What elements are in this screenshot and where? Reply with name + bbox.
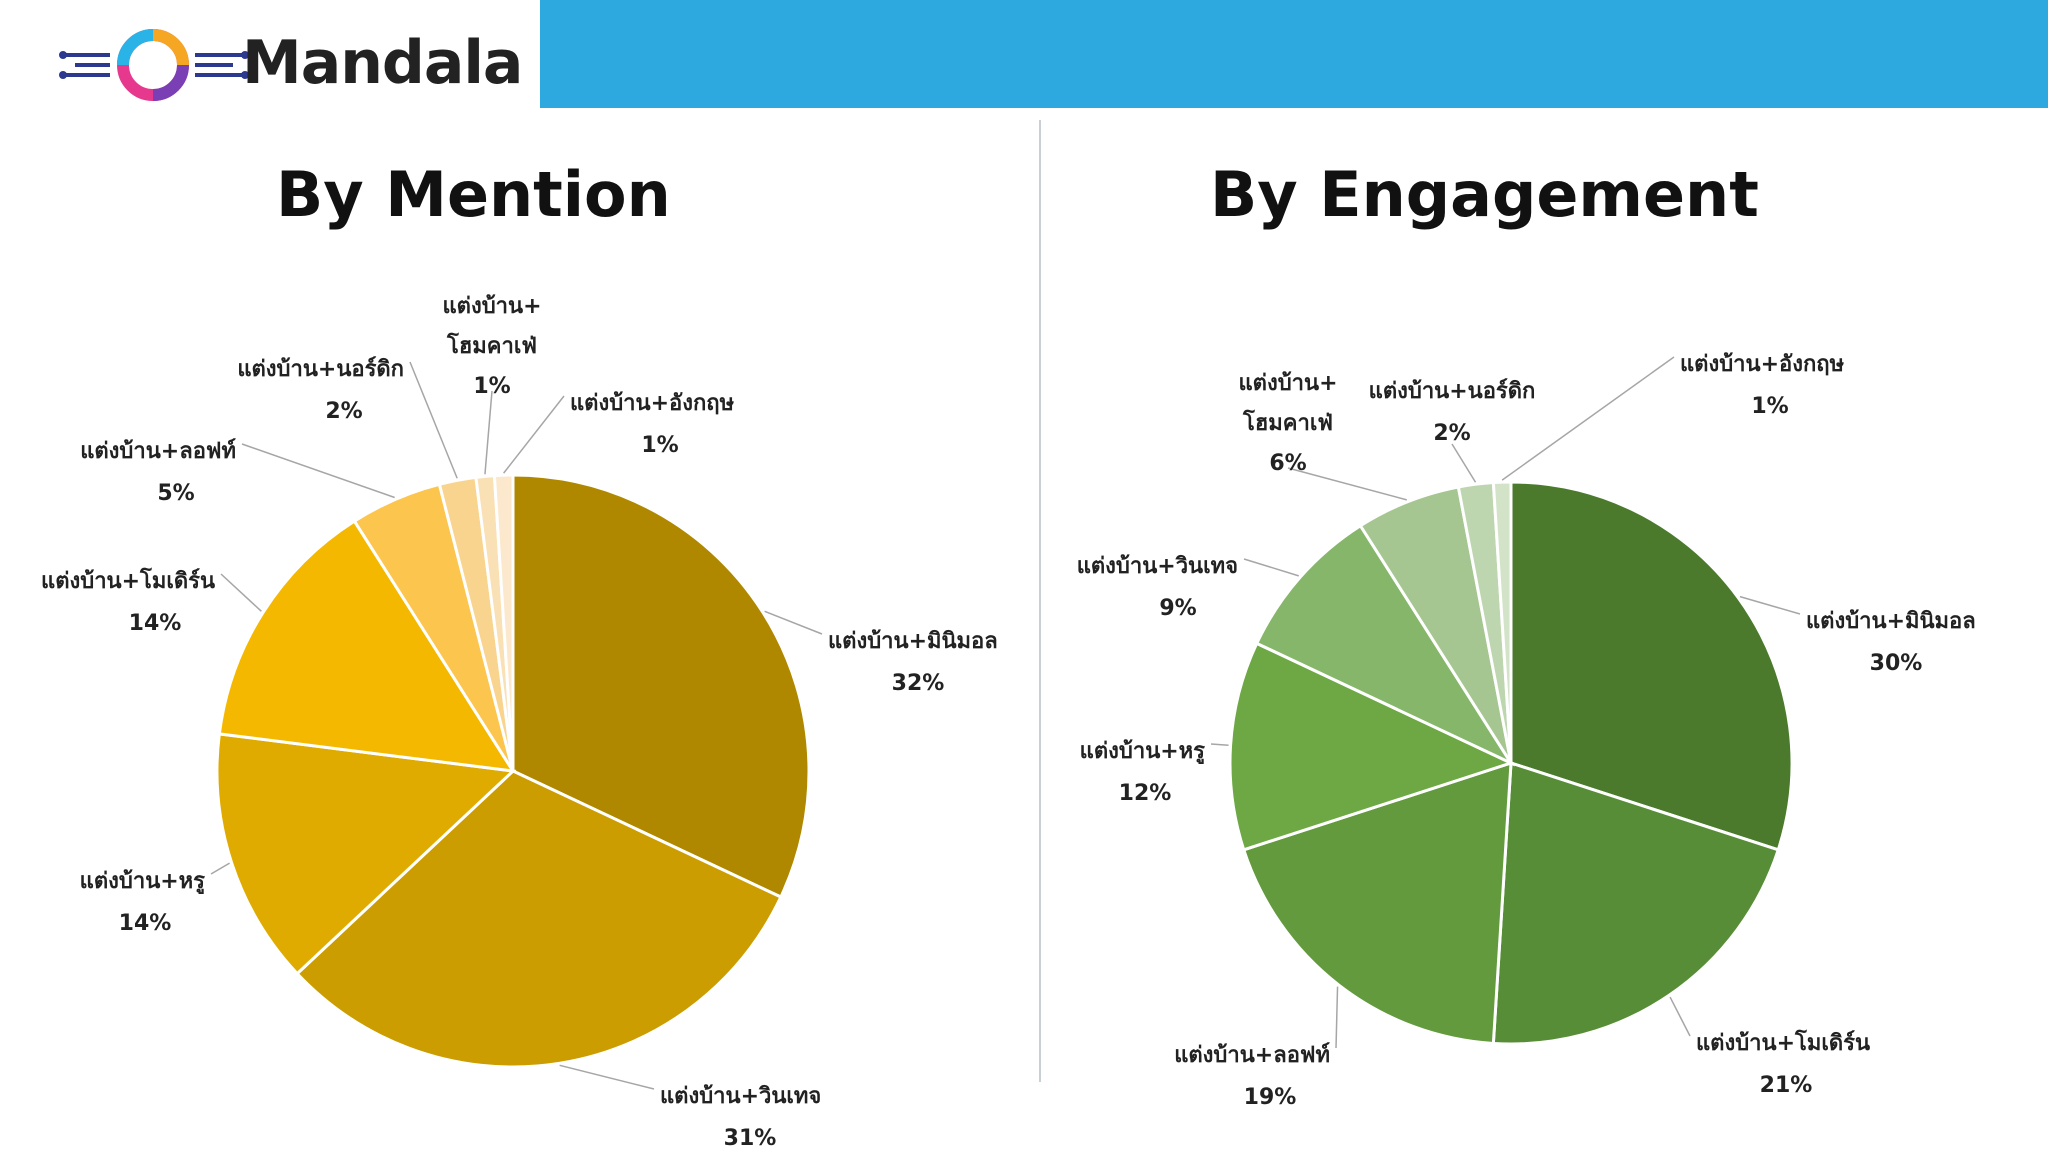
leader-line bbox=[241, 443, 395, 499]
leader-line bbox=[764, 610, 823, 635]
slice-label: แต่งบ้าน+มินิมอล 32% bbox=[828, 629, 998, 696]
leader-line bbox=[210, 862, 230, 875]
slice-label: แต่งบ้าน+วินเทจ 9% bbox=[1077, 554, 1238, 621]
pie-slice bbox=[295, 769, 783, 1069]
logo-area: Mandala bbox=[0, 0, 540, 108]
slice-label: แต่งบ้าน+อังกฤษ 1% bbox=[1680, 352, 1845, 419]
leader-line bbox=[1335, 986, 1339, 1049]
slice-label: แต่งบ้าน+หรู 12% bbox=[1080, 739, 1206, 806]
leader-line bbox=[503, 395, 565, 474]
leader-line bbox=[1501, 356, 1675, 481]
leader-line bbox=[1243, 558, 1299, 577]
slice-label: แต่งบ้าน+นอร์ดิก 2% bbox=[237, 356, 404, 424]
pie-slice bbox=[492, 473, 515, 772]
pie-slice bbox=[1509, 480, 1794, 852]
pie-slice bbox=[1491, 760, 1781, 1046]
pie-slice bbox=[215, 732, 517, 976]
pie-slice bbox=[1228, 641, 1516, 852]
mandala-logo-icon bbox=[59, 29, 249, 101]
pie-slice bbox=[217, 519, 516, 773]
leader-line bbox=[220, 573, 262, 612]
slice-label: แต่งบ้าน+โมเดิร์น 14% bbox=[41, 567, 215, 636]
divider bbox=[1039, 120, 1041, 1082]
leader-line bbox=[559, 1064, 655, 1090]
slice-label: แต่งบ้าน+วินเทจ 31% bbox=[660, 1084, 821, 1151]
brand-name: Mandala bbox=[242, 28, 523, 98]
leader-line bbox=[1739, 595, 1801, 615]
slice-label: แต่งบ้าน+นอร์ดิก 2% bbox=[1369, 378, 1536, 446]
leader-line bbox=[1451, 443, 1477, 483]
slice-label: แต่งบ้าน+ลอฟท์ 19% bbox=[1174, 1042, 1330, 1110]
slice-label: แต่งบ้าน+ลอฟท์ 5% bbox=[80, 438, 236, 506]
slice-label: แต่งบ้าน+โฮมคาเฟ่ 1% bbox=[443, 294, 542, 399]
pie-slice bbox=[1241, 760, 1513, 1046]
leader-line bbox=[1287, 467, 1408, 501]
pie-slice bbox=[511, 473, 811, 900]
slice-label: แต่งบ้าน+โฮมคาเฟ่ 6% bbox=[1239, 371, 1338, 476]
pie-slice bbox=[1491, 480, 1513, 764]
leader-line bbox=[409, 361, 458, 479]
leader-line bbox=[484, 390, 493, 475]
leader-line bbox=[1669, 996, 1691, 1037]
header-bar bbox=[540, 0, 2048, 108]
slice-label: แต่งบ้าน+มินิมอล 30% bbox=[1806, 609, 1976, 676]
slice-label: แต่งบ้าน+หรู 14% bbox=[80, 869, 206, 936]
chart-title-mention: By Mention bbox=[276, 158, 671, 231]
pie-slice bbox=[1254, 523, 1516, 767]
slice-label: แต่งบ้าน+อังกฤษ 1% bbox=[570, 391, 735, 458]
chart-title-engagement: By Engagement bbox=[1210, 158, 1759, 231]
slice-label: แต่งบ้าน+โมเดิร์น 21% bbox=[1696, 1029, 1870, 1098]
leader-line bbox=[1210, 743, 1229, 746]
